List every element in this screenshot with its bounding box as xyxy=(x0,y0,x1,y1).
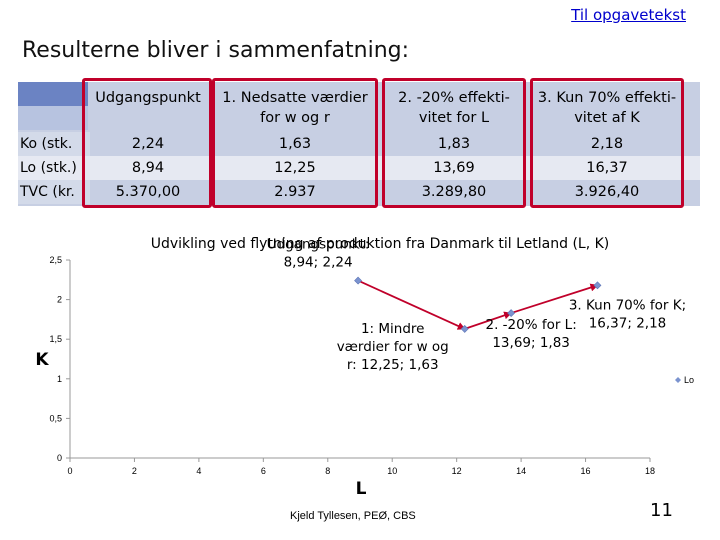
highlight-box-col-3 xyxy=(530,78,684,208)
y-tick-label: 2,5 xyxy=(49,255,62,265)
legend-marker xyxy=(675,377,681,383)
y-tick-label: 0,5 xyxy=(49,413,62,423)
chart-title: Udvikling ved flytning af produktion fra… xyxy=(151,236,610,252)
data-label: 3. Kun 70% for K; 16,37; 2,18 xyxy=(569,297,686,331)
x-tick-label: 12 xyxy=(452,466,462,476)
table-row-band xyxy=(18,156,700,180)
row-label-tvc: TVC (kr. xyxy=(18,180,90,204)
y-tick-label: 1,5 xyxy=(49,334,62,344)
movement-arrow xyxy=(464,311,513,330)
x-tick-label: 10 xyxy=(387,466,397,476)
table-cell: 3.289,80 xyxy=(421,184,487,200)
x-tick-label: 8 xyxy=(325,466,330,476)
table-cell: 2,18 xyxy=(590,136,624,152)
table-header-col-3: 3. Kun 70% effekti-vitet af K xyxy=(537,90,677,126)
table-header-col-2: 2. -20% effekti-vitet for L xyxy=(398,90,510,126)
table-header-col-0: Udgangspunkt xyxy=(95,90,201,106)
highlight-box-col-0 xyxy=(82,78,212,208)
data-point xyxy=(507,309,516,317)
movement-arrow xyxy=(510,283,599,314)
slide-number: 11 xyxy=(650,500,673,521)
x-tick-label: 2 xyxy=(132,466,137,476)
highlight-box-col-2 xyxy=(382,78,526,208)
table-cell: 13,69 xyxy=(433,160,475,176)
data-point xyxy=(460,324,469,333)
table-cell: 12,25 xyxy=(274,160,316,176)
table-cell: 1,63 xyxy=(278,136,312,152)
x-tick-label: 16 xyxy=(581,466,591,476)
data-label: 2. -20% for L: 13,69; 1,83 xyxy=(485,317,576,351)
movement-arrow xyxy=(357,279,466,330)
data-point xyxy=(354,276,362,285)
table-row-band xyxy=(18,180,700,206)
table-header-stub xyxy=(18,82,88,106)
highlight-box-col-1 xyxy=(212,78,378,208)
table-header-stub xyxy=(18,106,88,130)
table-cell: 16,37 xyxy=(586,160,628,176)
til-opgavetekst-link[interactable]: Til opgavetekst xyxy=(571,6,686,24)
data-label: 1: Mindre værdier for w og r: 12,25; 1,63 xyxy=(337,321,449,373)
x-tick-label: 6 xyxy=(261,466,266,476)
x-axis-label: L xyxy=(356,479,367,499)
x-tick-label: 14 xyxy=(516,466,526,476)
table-row-band xyxy=(18,130,700,156)
y-tick-label: 1 xyxy=(57,374,62,384)
table-cell: 2.937 xyxy=(274,184,316,200)
row-label-lo: Lo (stk.) xyxy=(18,156,90,180)
x-tick-label: 0 xyxy=(67,466,72,476)
chart: 0 2 4 6 8 10 12 14 16 18 0 0,5 1 1,5 2 2,5 Udgangspunkt… xyxy=(35,236,694,499)
page-title: Resulterne bliver i sammenfatning: xyxy=(22,38,410,63)
row-label-ko: Ko (stk. xyxy=(18,132,90,156)
table-header-band xyxy=(18,82,700,130)
y-axis-label: K xyxy=(35,350,49,370)
y-tick-label: 0 xyxy=(57,453,62,463)
legend-label: Lo xyxy=(684,375,694,385)
table-header-col-1: 1. Nedsatte værdier for w og r xyxy=(222,90,368,126)
x-tick-label: 4 xyxy=(196,466,201,476)
table-cell: 2,24 xyxy=(131,136,165,152)
legend: Lo xyxy=(675,375,694,385)
table-cell: 1,83 xyxy=(437,136,471,152)
table-cell: 5.370,00 xyxy=(115,184,181,200)
data-point xyxy=(593,281,602,290)
data-label: Udgangspunkt: 8,94; 2,24 xyxy=(267,237,370,271)
table-cell: 3.926,40 xyxy=(574,184,640,200)
x-tick-label: 18 xyxy=(645,466,655,476)
footer-credit: Kjeld Tyllesen, PEØ, CBS xyxy=(290,510,416,522)
summary-table: Udgangspunkt 1. Nedsatte værdier for w og… xyxy=(18,78,700,208)
table-cell: 8,94 xyxy=(131,160,165,176)
y-tick-label: 2 xyxy=(57,295,62,305)
